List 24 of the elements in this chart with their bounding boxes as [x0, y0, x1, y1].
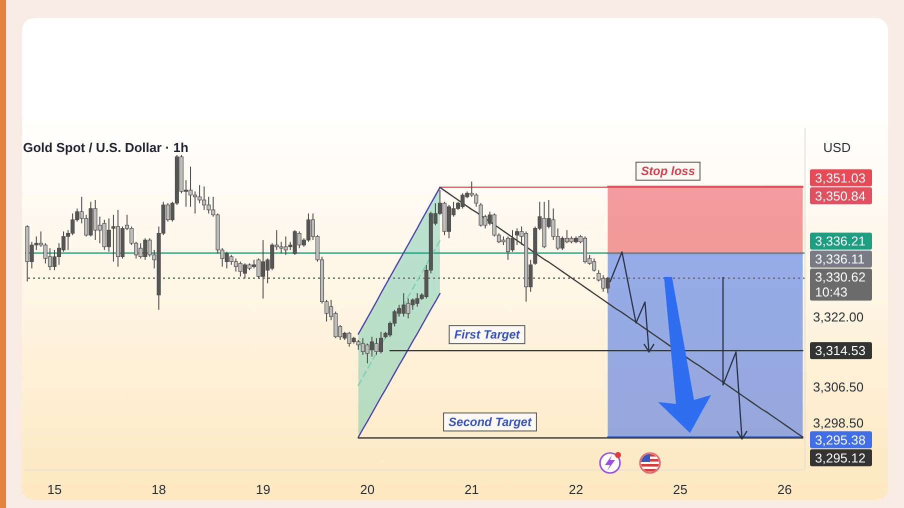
y-tick-label: 3,298.50 [813, 415, 864, 430]
data-label: 3,351.03 [815, 170, 866, 186]
x-tick-label: 18 [152, 482, 166, 498]
data-label: 3,336.11 [815, 252, 865, 267]
data-label: 3,314.53 [815, 343, 866, 358]
x-tick-label: 25 [673, 482, 688, 498]
x-tick-label: 20 [360, 482, 375, 498]
x-tick-label: 15 [47, 482, 62, 498]
ref-line-label: 3,330.62 10:43 [815, 270, 866, 300]
x-tick-label: 22 [568, 482, 584, 498]
y-axis-title: USD [823, 140, 851, 155]
x-tick-label: 21 [464, 482, 479, 498]
y-tick-label: 3,322.00 [813, 310, 864, 325]
annotation: Second Target [448, 414, 532, 429]
x-tick-label: 19 [256, 482, 270, 498]
annotation: First Target [454, 328, 521, 342]
data-label: 3,350.84 [815, 188, 866, 204]
y-tick-label: 3,306.50 [813, 379, 864, 394]
annotation: Stop loss [640, 164, 696, 178]
data-label: 3,295.38 [815, 432, 866, 448]
text: Gold Spot / U.S. Dollar · 1h [23, 140, 188, 155]
ref-line-label: 3,336.21 [815, 234, 866, 249]
data-label: 3,295.12 [815, 450, 866, 466]
x-tick-label: 26 [777, 482, 792, 498]
